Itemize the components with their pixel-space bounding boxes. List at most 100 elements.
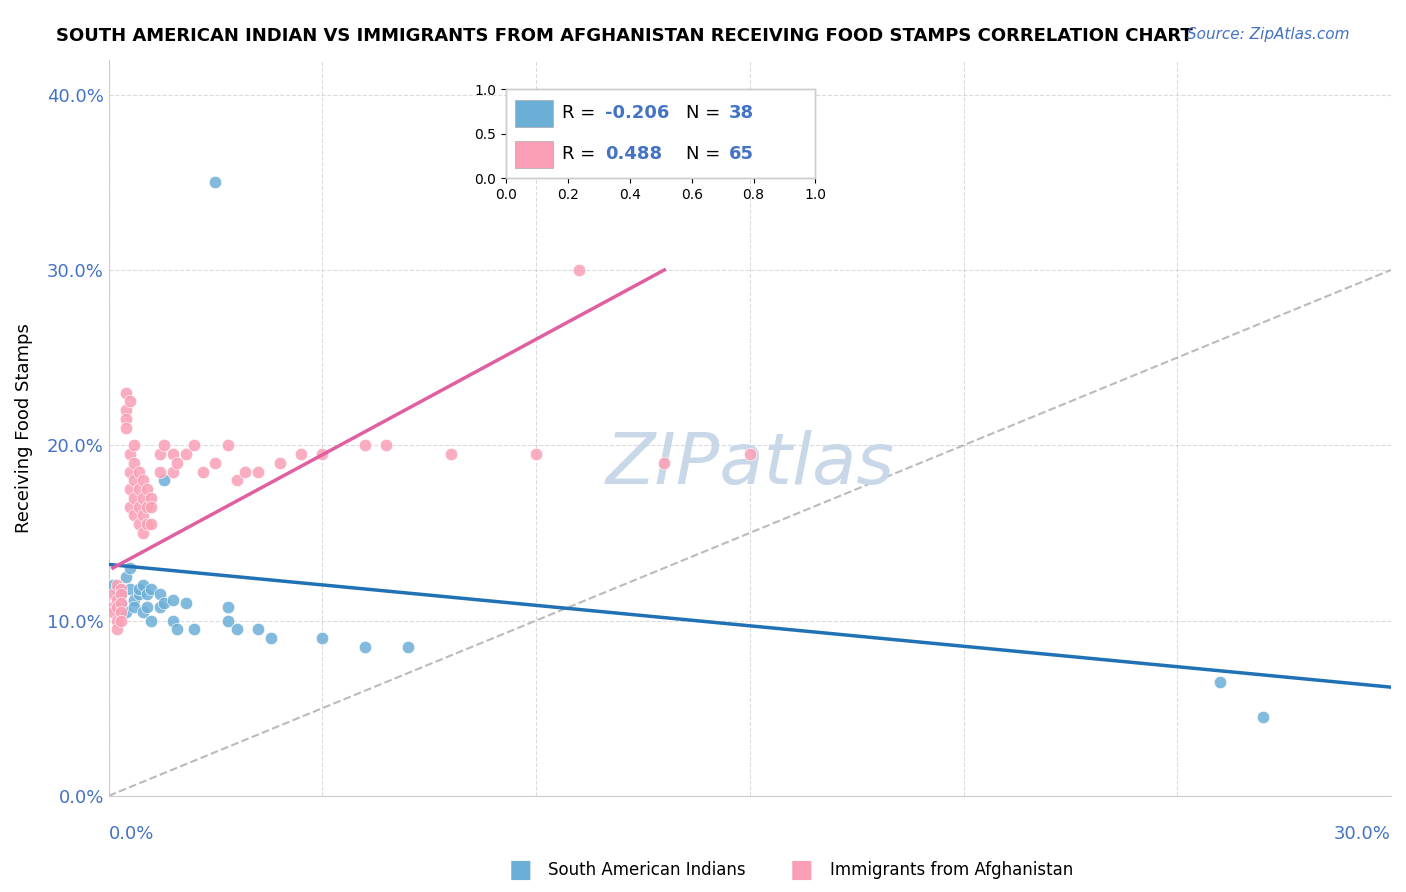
Point (375, 438, 398, 452)
FancyBboxPatch shape (516, 100, 553, 127)
Point (118, 500, 141, 514)
Point (136, 500, 159, 514)
Point (128, 582, 150, 596)
Text: 38: 38 (728, 104, 754, 122)
Point (247, 623, 270, 637)
Point (118, 582, 141, 596)
Point (132, 525, 155, 540)
Text: R =: R = (562, 104, 600, 122)
Text: South American Indians: South American Indians (548, 861, 747, 879)
Point (105, 592, 128, 607)
Point (114, 421, 136, 435)
Point (101, 605, 124, 619)
Text: 0.488: 0.488 (605, 145, 662, 163)
Point (217, 438, 239, 452)
Point (110, 614, 132, 628)
Point (166, 456, 188, 470)
Point (122, 592, 145, 607)
Point (141, 582, 163, 596)
Point (311, 447, 333, 461)
Point (311, 631, 333, 645)
Point (118, 447, 141, 461)
Point (122, 491, 145, 505)
Point (260, 631, 283, 645)
Point (122, 438, 145, 452)
Text: -0.206: -0.206 (605, 104, 669, 122)
Point (110, 587, 132, 601)
Point (110, 596, 132, 610)
Point (128, 482, 150, 496)
Point (191, 465, 214, 479)
Point (110, 582, 132, 596)
Point (128, 465, 150, 479)
Point (105, 578, 128, 592)
Text: ■: ■ (509, 858, 531, 881)
Point (652, 456, 675, 470)
Point (118, 561, 141, 575)
Point (269, 456, 291, 470)
Point (105, 582, 128, 596)
Point (217, 599, 239, 614)
Point (225, 623, 247, 637)
Point (141, 614, 163, 628)
Point (153, 473, 176, 487)
Point (174, 447, 197, 461)
Point (128, 517, 150, 532)
Point (162, 614, 184, 628)
Point (114, 403, 136, 417)
Point (738, 447, 761, 461)
Point (183, 438, 205, 452)
Point (162, 447, 184, 461)
Text: Immigrants from Afghanistan: Immigrants from Afghanistan (830, 861, 1073, 879)
Point (149, 599, 172, 614)
Point (141, 500, 163, 514)
Point (290, 447, 312, 461)
Point (141, 517, 163, 532)
Text: R =: R = (562, 145, 600, 163)
Point (162, 465, 184, 479)
Text: ■: ■ (790, 858, 813, 881)
Point (122, 508, 145, 523)
Point (118, 394, 141, 409)
Point (225, 473, 247, 487)
Point (101, 599, 124, 614)
Point (114, 605, 136, 619)
Point (105, 599, 128, 614)
Point (153, 438, 176, 452)
Point (354, 438, 377, 452)
Point (122, 473, 145, 487)
Point (110, 587, 132, 601)
Point (118, 482, 141, 496)
Point (247, 465, 270, 479)
Point (354, 640, 377, 654)
Point (174, 596, 197, 610)
Point (524, 447, 547, 461)
Point (105, 623, 128, 637)
Point (118, 465, 141, 479)
Point (568, 263, 591, 277)
Point (149, 447, 172, 461)
Point (132, 491, 155, 505)
Point (114, 570, 136, 584)
Point (132, 605, 155, 619)
Text: ZIPatlas: ZIPatlas (606, 430, 894, 499)
Point (235, 465, 257, 479)
FancyBboxPatch shape (516, 141, 553, 168)
Text: N =: N = (686, 145, 725, 163)
Point (128, 587, 150, 601)
Point (136, 517, 159, 532)
Text: 30.0%: 30.0% (1334, 825, 1391, 843)
Point (110, 605, 132, 619)
Point (132, 578, 155, 592)
Point (439, 447, 461, 461)
Point (166, 623, 188, 637)
Point (110, 596, 132, 610)
Y-axis label: Receiving Food Stamps: Receiving Food Stamps (15, 323, 32, 533)
Point (141, 491, 163, 505)
Text: 0.0%: 0.0% (108, 825, 155, 843)
Text: N =: N = (686, 104, 725, 122)
Point (162, 592, 184, 607)
Point (1251, 710, 1274, 724)
Point (132, 508, 155, 523)
Point (128, 500, 150, 514)
